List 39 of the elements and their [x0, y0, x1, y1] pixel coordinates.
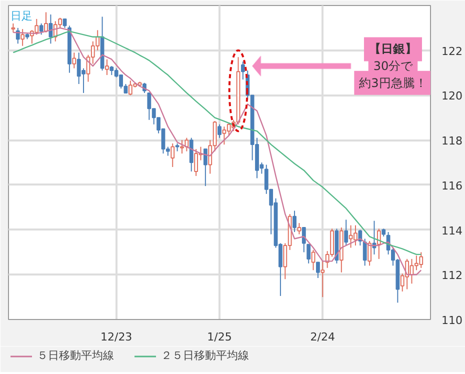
- candlestick: [105, 58, 109, 76]
- candlestick: [20, 28, 25, 46]
- candlestick: [297, 222, 302, 235]
- candlestick: [48, 14, 53, 44]
- y-tick-label: 122: [442, 44, 462, 58]
- candlestick: [311, 249, 316, 271]
- candlestick: [362, 238, 367, 266]
- candlestick: [344, 219, 348, 246]
- annotation: 日足: [10, 9, 32, 22]
- y-tick-label: 116: [442, 179, 462, 192]
- y-tick-label: 112: [442, 269, 462, 282]
- candlestick: [240, 61, 245, 80]
- y-tick-label: 118: [442, 134, 462, 148]
- annotation: 約3円急騰！: [359, 76, 427, 90]
- candlestick: [189, 137, 194, 172]
- x-tick-label: 12/23: [100, 330, 132, 344]
- candlestick: [292, 210, 296, 233]
- candlestick: [39, 22, 44, 36]
- legend-label: ５日移動平均線: [37, 348, 114, 363]
- candlestick: [368, 240, 372, 266]
- x-tick-label: 2/24: [310, 330, 336, 344]
- candlestick: [358, 229, 362, 246]
- candlestick: [376, 228, 381, 260]
- candlestick: [72, 52, 76, 69]
- candlestick: [320, 260, 325, 298]
- y-tick-label: 110: [442, 314, 462, 327]
- y-tick-label: 114: [442, 224, 462, 238]
- candlestick: [194, 148, 198, 176]
- candlestick: [44, 12, 48, 33]
- candlestick: [203, 148, 208, 187]
- candlestick: [316, 262, 320, 279]
- annotation: 30分で: [373, 59, 414, 74]
- candlestick: [218, 124, 222, 138]
- y-tick-label: 120: [442, 90, 462, 103]
- candlestick: [302, 227, 306, 253]
- candlestick: [170, 142, 175, 168]
- x-tick-label: 1/25: [207, 330, 232, 344]
- candlestick: [306, 244, 311, 264]
- legend-label: ２５日移動平均線: [161, 348, 249, 363]
